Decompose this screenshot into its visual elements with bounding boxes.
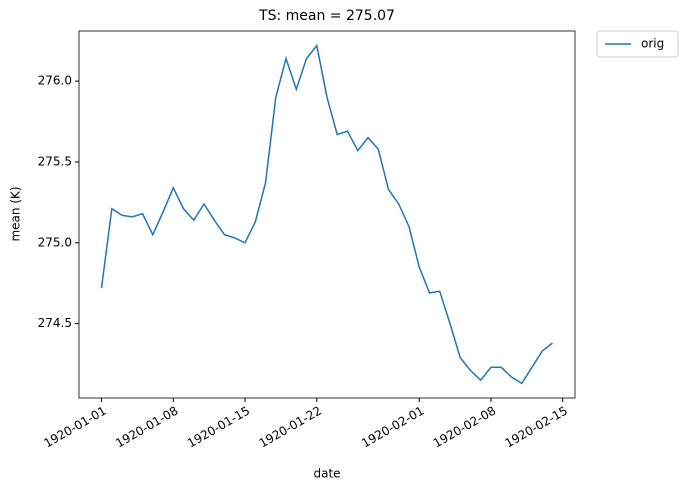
x-tick-label: 1920-02-01 — [359, 404, 426, 451]
x-tick-label: 1920-01-01 — [41, 404, 108, 451]
y-tick-label: 276.0 — [38, 74, 72, 88]
x-tick-label: 1920-02-15 — [503, 404, 570, 451]
x-tick-label: 1920-01-22 — [257, 404, 324, 451]
y-tick-label: 274.5 — [38, 316, 72, 330]
line-series — [100, 43, 553, 385]
plot-frame — [78, 30, 576, 399]
x-tick-label: 1920-01-15 — [185, 404, 252, 451]
legend-label: orig — [641, 37, 664, 51]
chart-title: TS: mean = 275.07 — [258, 8, 395, 24]
x-axis-label: date — [313, 467, 340, 481]
y-tick-label: 275.5 — [38, 154, 72, 168]
x-tick-label: 1920-01-08 — [113, 404, 180, 451]
y-tick-label: 275.0 — [38, 235, 72, 249]
legend-box — [596, 30, 679, 58]
y-axis-label: mean (K) — [9, 186, 23, 241]
x-tick-label: 1920-02-08 — [431, 404, 498, 451]
